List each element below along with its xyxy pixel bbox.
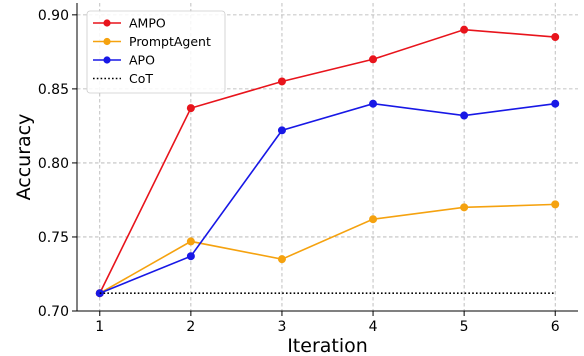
x-tick-label: 6 xyxy=(551,319,560,335)
legend: AMPO PromptAgent APO CoT xyxy=(86,10,226,94)
data-point-apo xyxy=(186,252,195,261)
x-tick-label: 3 xyxy=(277,319,286,335)
legend-marker-ampo xyxy=(103,19,111,27)
x-axis-ticks: 1 2 3 4 5 6 xyxy=(95,311,560,335)
data-point-apo xyxy=(369,99,378,108)
y-tick-label: 0.75 xyxy=(38,230,69,246)
data-point-ampo xyxy=(186,104,195,113)
legend-marker-promptagent xyxy=(103,37,111,46)
data-point-ampo xyxy=(369,55,378,64)
y-axis-ticks: 0.70 0.75 0.80 0.85 0.90 xyxy=(38,8,77,320)
data-point-ampo xyxy=(277,77,286,86)
legend-marker-apo xyxy=(103,56,111,64)
x-tick-label: 5 xyxy=(460,319,469,335)
legend-box xyxy=(86,10,226,94)
data-point-apo xyxy=(551,99,560,108)
series-line-promptagent xyxy=(99,203,556,294)
y-tick-label: 0.80 xyxy=(38,156,69,172)
y-tick-label: 0.85 xyxy=(38,82,69,98)
legend-label-ampo: AMPO xyxy=(129,16,166,31)
data-point-promptagent xyxy=(186,237,195,246)
y-tick-label: 0.90 xyxy=(38,8,69,24)
data-point-promptagent xyxy=(551,200,560,209)
y-axis-label: Accuracy xyxy=(13,114,35,201)
data-point-promptagent xyxy=(277,255,286,264)
data-point-apo xyxy=(460,111,469,120)
series-line-apo xyxy=(99,102,556,294)
y-tick-label: 0.70 xyxy=(38,304,69,320)
x-tick-label: 4 xyxy=(369,319,378,335)
axes-spines xyxy=(76,3,578,312)
data-point-promptagent xyxy=(369,215,378,224)
data-point-apo xyxy=(277,126,286,135)
series-lines xyxy=(95,25,560,298)
legend-label-cot: CoT xyxy=(129,71,153,86)
data-point-promptagent xyxy=(460,203,469,212)
x-tick-label: 2 xyxy=(186,319,195,335)
series-line-ampo xyxy=(99,28,556,294)
legend-label-promptagent: PromptAgent xyxy=(129,34,211,49)
legend-label-apo: APO xyxy=(129,53,155,68)
x-axis-label: Iteration xyxy=(287,335,368,356)
x-tick-label: 1 xyxy=(95,319,104,335)
data-point-ampo xyxy=(460,25,469,34)
data-point-ampo xyxy=(551,33,560,42)
